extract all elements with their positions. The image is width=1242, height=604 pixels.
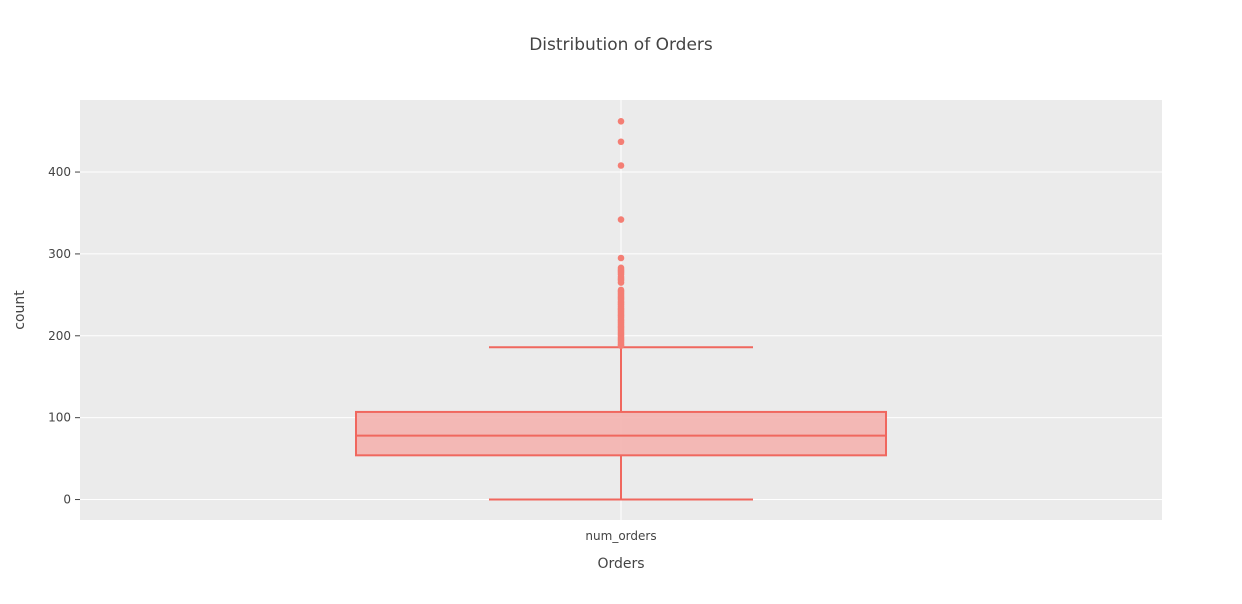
outlier-point bbox=[617, 162, 625, 169]
y-axis-label: count bbox=[12, 290, 28, 330]
y-tick-label: 100 bbox=[48, 411, 71, 425]
x-tick-label: num_orders bbox=[585, 529, 656, 543]
y-tick-label: 200 bbox=[48, 329, 71, 343]
outlier-point bbox=[617, 342, 625, 349]
outlier-point bbox=[617, 254, 625, 262]
box-trace bbox=[355, 346, 887, 501]
outlier-point bbox=[617, 216, 625, 223]
y-tick-labels: 0 100 200 300 400 bbox=[48, 165, 80, 507]
y-tick-label: 400 bbox=[48, 165, 71, 179]
y-tick-label: 0 bbox=[63, 493, 71, 507]
y-tick-label: 300 bbox=[48, 247, 71, 261]
outlier-points bbox=[617, 117, 625, 349]
outlier-point bbox=[617, 279, 625, 286]
iqr-box bbox=[355, 410, 887, 457]
x-axis-label: Orders bbox=[597, 556, 644, 572]
outlier-point bbox=[617, 117, 625, 125]
outlier-point bbox=[617, 138, 625, 146]
chart-title: Distribution of Orders bbox=[529, 35, 713, 55]
